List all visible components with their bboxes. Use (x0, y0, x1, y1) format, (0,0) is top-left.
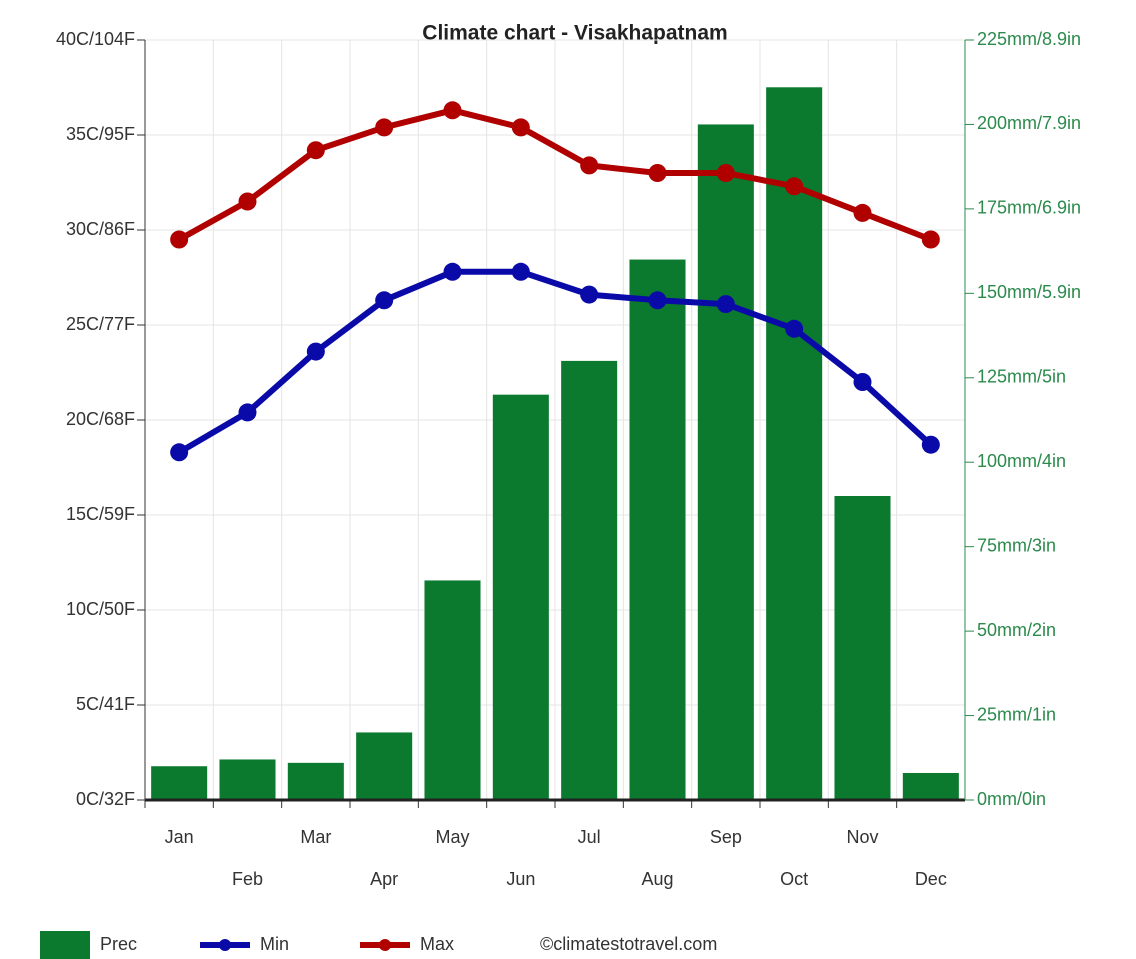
chart-title: Climate chart - Visakhapatnam (422, 22, 727, 45)
y-tick-label: 40C/104F (56, 29, 135, 49)
bar (356, 732, 413, 800)
point (443, 101, 462, 120)
line (177, 268, 933, 455)
line (177, 107, 932, 243)
x-tick-label: Jul (578, 827, 601, 847)
point (921, 230, 940, 249)
legend-dot (379, 939, 391, 951)
source: ©climatestotravel.com (540, 934, 717, 954)
legend-label: Max (420, 934, 454, 954)
legend-label: Min (260, 934, 289, 954)
point (648, 291, 667, 310)
x-tick-label: Oct (780, 869, 808, 889)
point (853, 203, 872, 222)
bar (834, 496, 891, 800)
bar (219, 759, 276, 800)
y-tick-label: 20C/68F (66, 409, 135, 429)
y2-tick-label: 200mm/7.9in (977, 113, 1081, 133)
point (580, 156, 599, 175)
bar (424, 580, 481, 800)
point (511, 262, 530, 281)
point (238, 403, 257, 422)
y2-tick-label: 150mm/5.9in (977, 282, 1081, 302)
x-tick-label: Feb (232, 869, 263, 889)
bar (629, 259, 686, 800)
point (170, 443, 189, 462)
point (238, 192, 257, 211)
legend-label: Prec (100, 934, 137, 954)
point (375, 291, 394, 310)
x-tick-label: Nov (846, 827, 878, 847)
bar (151, 766, 208, 800)
y2-tick-label: 175mm/6.9in (977, 198, 1081, 218)
x-tick-label: Jan (165, 827, 194, 847)
y-tick-label: 0C/32F (76, 789, 135, 809)
bar (561, 360, 618, 800)
bar (697, 124, 754, 800)
x-tick-label: Jun (506, 869, 535, 889)
bar (902, 772, 959, 800)
y2-tick-label: 25mm/1in (977, 704, 1056, 724)
point (785, 319, 804, 338)
point (375, 118, 394, 137)
x-tick-label: Apr (370, 869, 398, 889)
point (716, 164, 735, 182)
point (511, 118, 530, 137)
point (443, 262, 462, 281)
y2-tick-label: 50mm/2in (977, 620, 1056, 640)
legend-swatch (40, 931, 90, 959)
y2-tick-label: 75mm/3in (977, 535, 1056, 555)
x-tick-label: Mar (300, 827, 331, 847)
y2-tick-label: 0mm/0in (977, 789, 1046, 809)
bar (766, 87, 823, 801)
x-tick-label: Dec (915, 869, 947, 889)
legend-dot (219, 939, 231, 951)
point (580, 285, 599, 304)
y-tick-label: 35C/95F (66, 124, 135, 144)
point (921, 435, 940, 454)
y2-tick-label: 225mm/8.9in (977, 29, 1081, 49)
point (306, 342, 325, 361)
point (853, 373, 872, 391)
y-tick-label: 5C/41F (76, 694, 135, 714)
y2-tick-label: 125mm/5in (977, 367, 1066, 387)
y-tick-label: 15C/59F (66, 504, 135, 524)
point (306, 141, 325, 160)
y-tick-label: 10C/50F (66, 599, 135, 619)
y-tick-label: 25C/77F (66, 314, 135, 334)
point (785, 177, 804, 196)
point (648, 164, 667, 182)
point (716, 295, 735, 314)
x-tick-label: Sep (710, 827, 742, 847)
point (170, 230, 189, 249)
x-tick-label: May (435, 827, 469, 847)
y2-tick-label: 100mm/4in (977, 451, 1066, 471)
bar (287, 762, 344, 800)
grid (145, 39, 965, 801)
bar (492, 394, 549, 800)
y-tick-label: 30C/86F (66, 219, 135, 239)
x-tick-label: Aug (641, 869, 673, 889)
